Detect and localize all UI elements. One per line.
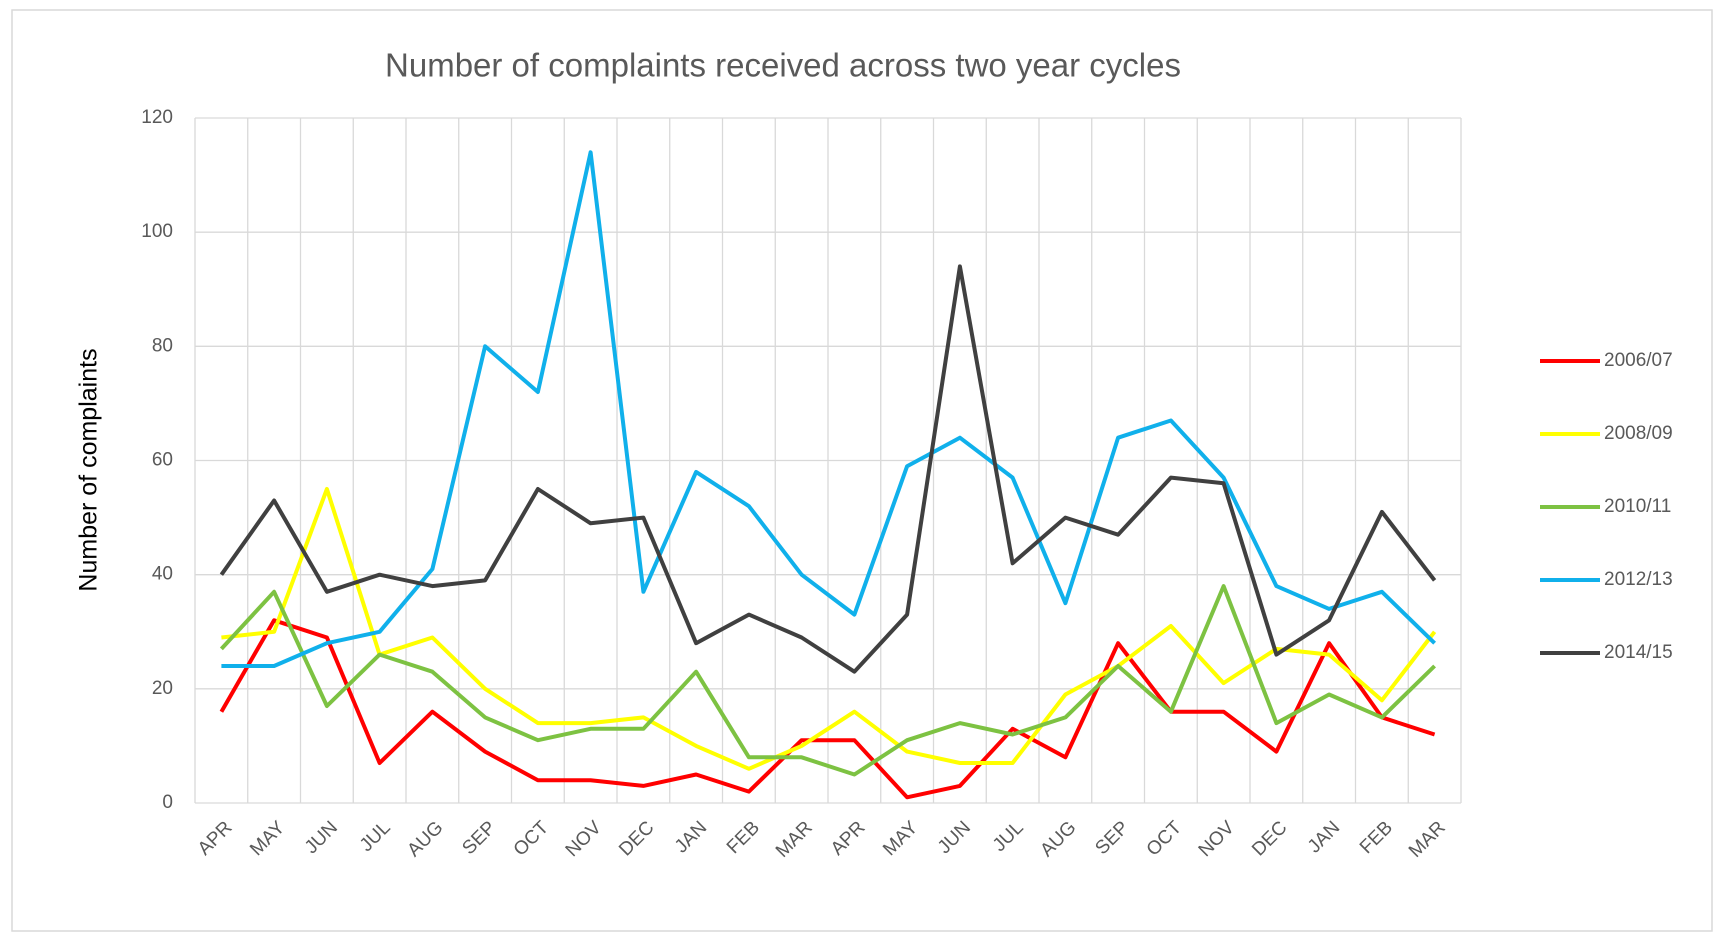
y-tick-label: 0 (162, 792, 173, 813)
series-line (219, 264, 1437, 674)
legend-label: 2006/07 (1604, 350, 1673, 371)
y-tick-label: 40 (152, 564, 173, 585)
y-tick-label: 80 (152, 335, 173, 356)
series-line (219, 584, 1436, 777)
y-tick-label: 60 (152, 450, 173, 471)
legend-label: 2008/09 (1604, 423, 1673, 444)
legend-label: 2012/13 (1604, 569, 1673, 590)
y-axis-label: Number of complaints (75, 348, 103, 591)
legend-label: 2010/11 (1604, 496, 1671, 517)
series-line (219, 618, 1436, 800)
y-tick-label: 120 (141, 107, 173, 128)
series-line (221, 487, 1437, 771)
y-tick-label: 20 (152, 678, 173, 699)
series-line (221, 150, 1436, 668)
legend-label: 2014/15 (1604, 642, 1673, 663)
chart-title: Number of complaints received across two… (385, 47, 1181, 84)
chart-frame (11, 9, 1713, 932)
y-tick-label: 100 (141, 221, 173, 242)
